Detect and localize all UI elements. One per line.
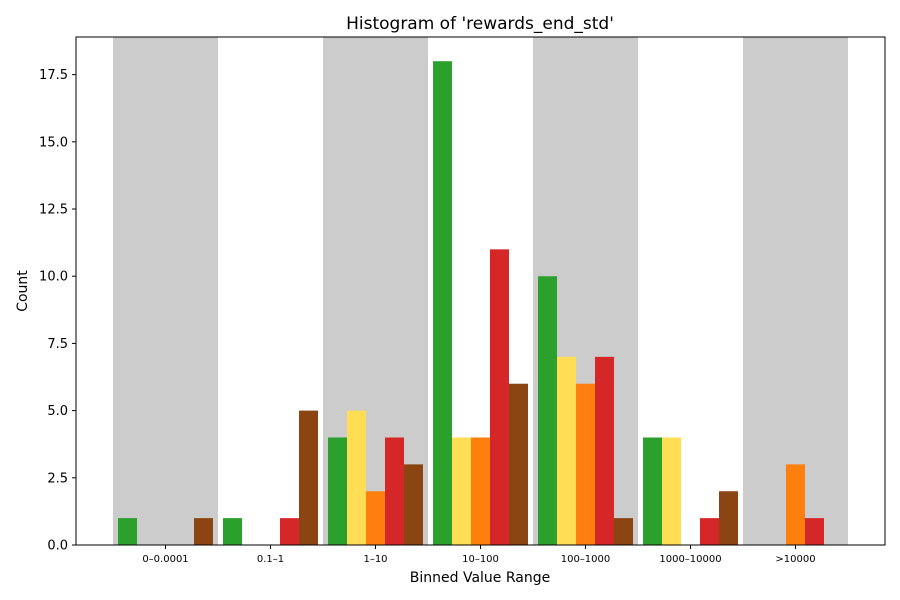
bar-cat2-series3: [385, 437, 404, 545]
shaded-band-0: [113, 37, 218, 545]
bar-cat3-series3: [490, 249, 509, 545]
y-axis-label: Count: [15, 270, 31, 312]
bar-cat4-series2: [576, 383, 595, 545]
chart-title: Histogram of 'rewards_end_std': [346, 14, 614, 34]
bar-cat5-series3: [700, 518, 719, 545]
bar-cat1-series4: [299, 410, 318, 545]
bar-cat5-series0: [643, 437, 662, 545]
bar-cat3-series0: [433, 61, 452, 545]
bar-cat6-series2: [786, 464, 805, 545]
bar-cat3-series2: [471, 437, 490, 545]
y-tick-label: 7.5: [47, 337, 68, 352]
bar-cat3-series4: [509, 383, 528, 545]
y-tick-label: 17.5: [39, 68, 68, 83]
bar-cat1-series0: [223, 518, 242, 545]
y-tick-label: 12.5: [39, 203, 68, 218]
y-tick-label: 0.0: [47, 539, 68, 554]
bar-cat5-series4: [719, 491, 738, 545]
x-axis-label: Binned Value Range: [410, 570, 550, 586]
bar-cat6-series3: [805, 518, 824, 545]
shaded-band-6: [743, 37, 848, 545]
y-tick-label: 15.0: [39, 135, 68, 150]
x-tick-label: 1000–10000: [659, 554, 721, 565]
y-tick-label: 10.0: [39, 270, 68, 285]
bar-cat4-series0: [538, 276, 557, 545]
x-tick-label: >10000: [775, 554, 815, 565]
bar-cat4-series4: [614, 518, 633, 545]
x-tick-label: 0–0.0001: [142, 554, 188, 565]
bar-cat1-series3: [280, 518, 299, 545]
bar-cat5-series1: [662, 437, 681, 545]
shaded-bands: [113, 37, 848, 545]
bar-cat2-series1: [347, 410, 366, 545]
y-axis: 0.0 2.5 5.0 7.5 10.0 12.5 15.0 17.5: [39, 68, 76, 554]
bar-cat0-series4: [194, 518, 213, 545]
y-tick-label: 2.5: [47, 471, 68, 486]
y-tick-label: 5.0: [47, 404, 68, 419]
bars: [118, 61, 824, 545]
bar-cat2-series4: [404, 464, 423, 545]
bar-cat4-series3: [595, 356, 614, 545]
x-axis: 0–0.0001 0.1–1 1–10 10–100 100–1000 1000–1000…: [142, 545, 816, 565]
bar-cat3-series1: [452, 437, 471, 545]
bar-cat4-series1: [557, 356, 576, 545]
bar-cat0-series0: [118, 518, 137, 545]
bar-cat2-series2: [366, 491, 385, 545]
x-tick-label: 1–10: [363, 554, 387, 565]
x-tick-label: 10–100: [462, 554, 499, 565]
x-tick-label: 100–1000: [561, 554, 611, 565]
bar-cat2-series0: [328, 437, 347, 545]
x-tick-label: 0.1–1: [257, 554, 284, 565]
